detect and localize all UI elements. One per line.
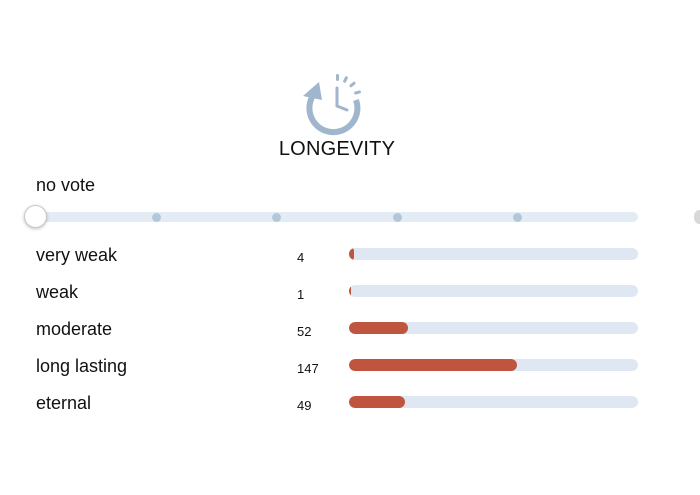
next-arrow-icon[interactable] bbox=[694, 210, 700, 224]
result-bar-fill bbox=[349, 285, 351, 297]
result-count: 4 bbox=[297, 250, 305, 265]
vote-slider-stop[interactable] bbox=[393, 213, 402, 222]
result-bar-track bbox=[349, 248, 638, 260]
result-bar-track bbox=[349, 322, 638, 334]
result-count: 1 bbox=[297, 287, 305, 302]
result-row-moderate: moderate 52 bbox=[0, 317, 700, 343]
vote-slider-stop[interactable] bbox=[513, 213, 522, 222]
result-row-very-weak: very weak 4 bbox=[0, 243, 700, 269]
result-bar-track bbox=[349, 285, 638, 297]
result-label: eternal bbox=[36, 393, 92, 413]
result-count: 49 bbox=[297, 398, 312, 413]
result-label: moderate bbox=[36, 319, 113, 339]
result-bar-track bbox=[349, 359, 638, 371]
result-bar-fill bbox=[349, 248, 354, 260]
result-bar-track bbox=[349, 396, 638, 408]
result-row-weak: weak 1 bbox=[0, 280, 700, 306]
clock-refresh-icon bbox=[300, 72, 372, 136]
widget-title: LONGEVITY bbox=[278, 138, 396, 160]
vote-status-label: no vote bbox=[36, 175, 96, 195]
result-bar-fill bbox=[349, 396, 405, 408]
vote-slider-track[interactable] bbox=[36, 212, 638, 222]
vote-slider-stop[interactable] bbox=[152, 213, 161, 222]
result-bar-fill bbox=[349, 322, 409, 334]
result-bar-fill bbox=[349, 359, 517, 371]
result-count: 52 bbox=[297, 324, 312, 339]
result-row-eternal: eternal 49 bbox=[0, 391, 700, 417]
result-label: very weak bbox=[36, 245, 118, 265]
result-label: weak bbox=[36, 282, 79, 302]
result-row-long-lasting: long lasting 147 bbox=[0, 354, 700, 380]
result-label: long lasting bbox=[36, 356, 128, 376]
vote-slider[interactable] bbox=[24, 205, 638, 228]
vote-slider-stop[interactable] bbox=[272, 213, 281, 222]
result-count: 147 bbox=[297, 361, 319, 376]
vote-slider-handle[interactable] bbox=[24, 205, 47, 228]
